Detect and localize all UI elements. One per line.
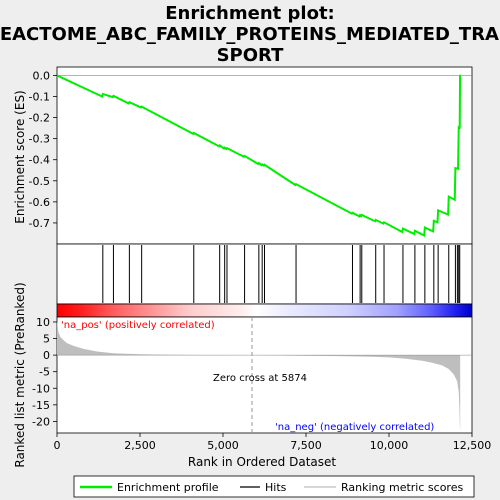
legend-box [73,475,475,498]
x-tick-label-3: 7,500 [290,439,322,452]
y-axis-label-metric: Ranked list metric (PreRanked) [13,282,27,467]
metric-tick-label-3: -5 [39,366,50,379]
chart-title-line-1: Enrichment plot: [165,3,335,24]
y-axis-label-es: Enrichment score (ES) [13,90,27,223]
es-tick-label-7: -0.7 [29,217,50,230]
es-tick-label-4: -0.4 [29,154,50,167]
metric-tick-label-1: 5 [43,333,50,346]
es-tick-label-5: -0.5 [29,175,50,188]
metric-tick-label-5: -15 [32,399,50,412]
metric-tick-label-2: 0 [43,349,50,362]
legend-es-label: Enrichment profile [117,481,219,494]
metric-tick-label-6: -20 [32,415,50,428]
neg-correlated-label: 'na_neg' (negatively correlated) [275,422,434,433]
x-tick-label-5: 12,500 [453,439,492,452]
chart-title-line-3: SPORT [217,45,285,66]
x-tick-label-1: 2,500 [124,439,156,452]
chart-title-line-2: REACTOME_ABC_FAMILY_PROTEINS_MEDIATED_TR… [0,24,500,45]
es-tick-label-6: -0.6 [29,196,50,209]
x-tick-label-2: 5,000 [207,439,239,452]
metric-tick-label-4: -10 [32,382,50,395]
es-tick-label-3: -0.3 [29,133,50,146]
legend-hits-label: Hits [265,481,287,494]
metric-tick-label-0: 10 [36,316,50,329]
x-tick-label-4: 10,000 [370,439,409,452]
x-tick-label-0: 0 [54,439,61,452]
metric-panel [56,316,473,434]
zero-cross-label: Zero cross at 5874 [213,373,307,384]
es-panel [56,66,473,245]
rank-color-bar [56,303,473,318]
es-profile-line [56,74,462,238]
legend-metric-label: Ranking metric scores [341,481,463,494]
es-tick-label-1: -0.1 [29,91,50,104]
x-axis-label: Rank in Ordered Dataset [188,455,336,469]
es-tick-label-0: 0.0 [33,69,51,82]
pos-correlated-label: 'na_pos' (positively correlated) [61,320,215,331]
es-tick-label-2: -0.2 [29,112,50,125]
